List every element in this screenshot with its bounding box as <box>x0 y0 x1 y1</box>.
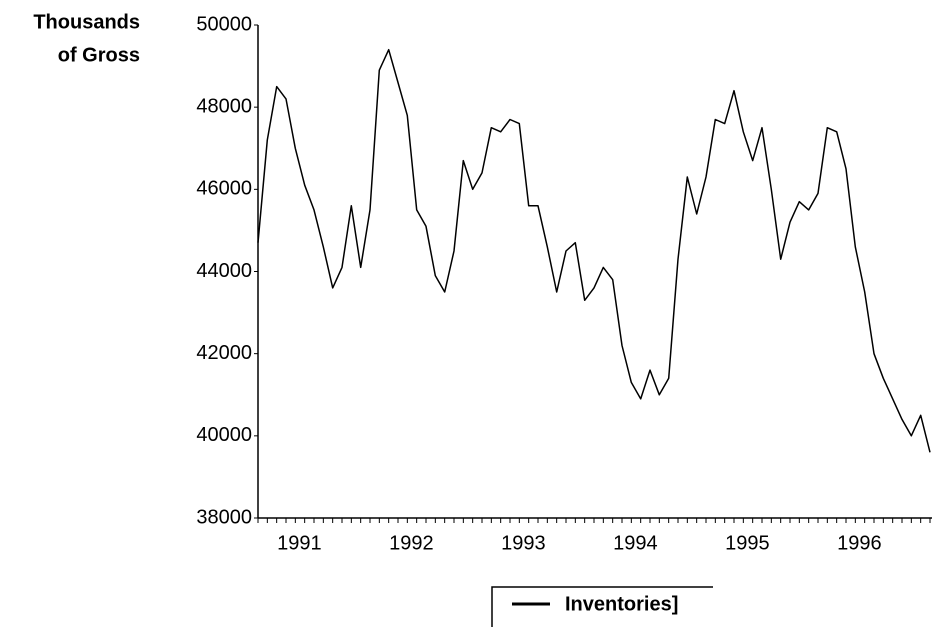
y-tick-label: 40000 <box>196 424 252 446</box>
x-tick-label: 1993 <box>501 532 546 554</box>
y-tick-label: 50000 <box>196 13 252 35</box>
legend-label: Inventories] <box>565 593 678 615</box>
y-tick-label: 46000 <box>196 178 252 200</box>
x-tick-label: 1991 <box>277 532 322 554</box>
x-tick-label: 1992 <box>389 532 434 554</box>
y-tick-label: 48000 <box>196 95 252 117</box>
y-tick-label: 44000 <box>196 260 252 282</box>
x-tick-label: 1996 <box>837 532 882 554</box>
y-tick-label: 38000 <box>196 506 252 528</box>
x-tick-label: 1995 <box>725 532 770 554</box>
y-tick-label: 42000 <box>196 342 252 364</box>
y-axis-label: of Gross <box>58 44 140 66</box>
legend-box <box>491 586 713 627</box>
y-axis-label: Thousands <box>33 11 140 33</box>
x-tick-label: 1994 <box>613 532 658 554</box>
data-line <box>257 48 931 453</box>
